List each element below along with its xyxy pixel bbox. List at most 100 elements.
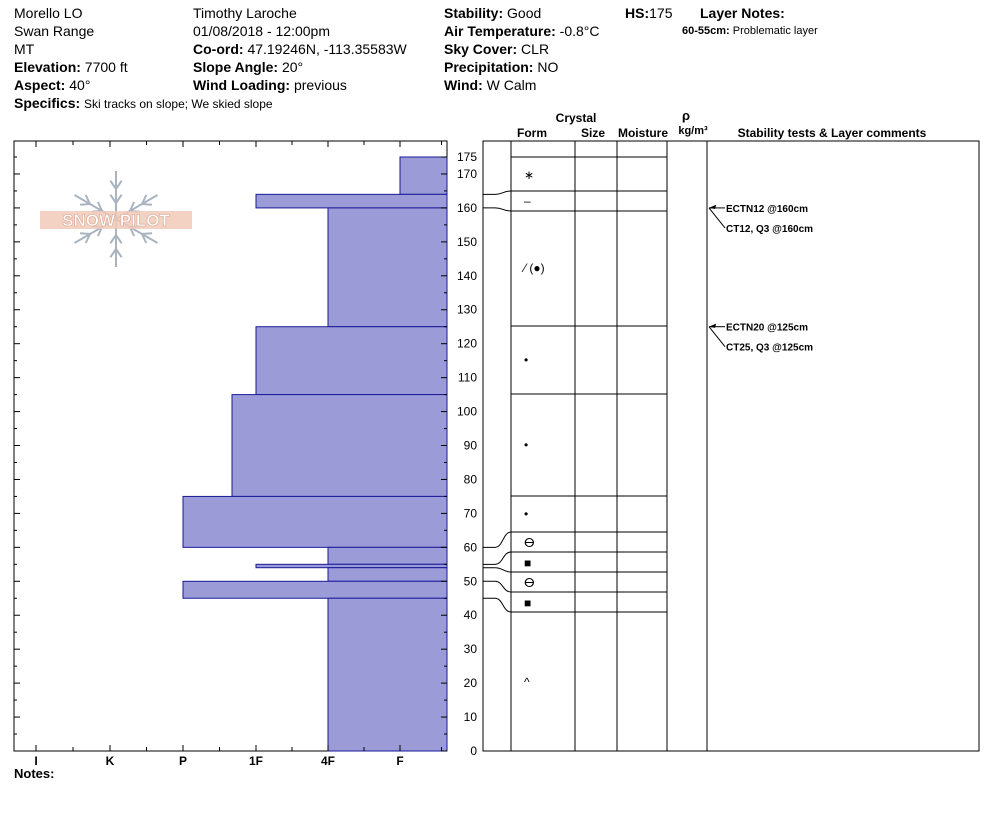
crystal-form-symbol: • [524, 353, 528, 367]
range: Swan Range [14, 23, 95, 39]
crystal-form-symbol: ■ [524, 556, 531, 570]
stability-test-label: CT25, Q3 @125cm [726, 343, 813, 354]
stability-tests: ECTN20 @125cm CT25, Q3 @125cm ECTN12 @160c… [708, 204, 813, 354]
layer-bar [231, 394, 448, 497]
density-symbol-header: ρ [682, 108, 690, 123]
hardness-tick-label: K [106, 754, 115, 768]
size-header: Size [581, 126, 605, 140]
layer-bar [327, 207, 448, 328]
snowflake-branch [109, 248, 117, 258]
elevation-label: Elevation: [14, 59, 81, 75]
depth-tick-label: 60 [464, 540, 478, 554]
grid-border [482, 140, 980, 752]
hardness-tick-label: I [34, 754, 37, 768]
snowflake-branch [115, 180, 123, 190]
wind-label: Wind: [444, 77, 483, 93]
hardness-tick-label: 4F [321, 754, 335, 768]
snowflake-branch [109, 194, 117, 204]
depth-tick-label: 70 [464, 506, 478, 520]
layer-bar [255, 563, 448, 569]
hardness-tick-label: F [396, 754, 403, 768]
grid-connector [483, 580, 512, 593]
layer-bar [182, 495, 448, 548]
elevation: Elevation: 7700 ft [14, 58, 128, 76]
snowflake-branch [84, 194, 91, 205]
layer-note-range: 60-55cm: [682, 25, 730, 37]
stability-header: Stability tests & Layer comments [738, 126, 927, 140]
snowflake-branch [79, 203, 91, 206]
sky-value: CLR [521, 41, 550, 57]
layer-bar [182, 580, 448, 599]
wind-loading-label: Wind Loading: [193, 77, 291, 93]
depth-tick-label: 160 [457, 201, 477, 215]
depth-tick-label: 130 [457, 303, 477, 317]
depth-tick-label: 140 [457, 269, 477, 283]
elevation-value: 7700 ft [84, 59, 128, 75]
grid-connector [483, 190, 512, 195]
wind-value: W Calm [486, 77, 537, 93]
slope-angle: Slope Angle: 20° [193, 58, 303, 76]
sky-label: Sky Cover: [444, 41, 518, 57]
depth-tick-label: 10 [464, 710, 478, 724]
crystal-form-symbol: • [524, 507, 528, 521]
test-pointer [708, 326, 726, 348]
layer-notes-label: Layer Notes: [700, 5, 785, 21]
snowpilot-logo: SNOW PILOT [40, 171, 192, 267]
snowflake-branch [141, 233, 148, 244]
depth-tick-label: 175 [457, 150, 477, 164]
aspect-value: 40° [69, 77, 91, 93]
aspect-label: Aspect: [14, 77, 66, 93]
layer-notes-heading: Layer Notes: [700, 4, 785, 22]
precip-value: NO [537, 59, 559, 75]
state: MT [14, 41, 35, 57]
crystal-header: Crystal [556, 111, 597, 125]
form-header: Form [517, 126, 547, 140]
snowflake-branch [96, 201, 104, 212]
coord-value: 47.19246N, -113.35583W [247, 41, 407, 57]
crystal-form-symbol: ■ [524, 596, 531, 610]
layer-bars [182, 156, 448, 752]
depth-tick-label: 80 [464, 472, 478, 486]
wind-loading: Wind Loading: previous [193, 76, 347, 94]
grid-connector [483, 551, 512, 565]
crystal-form-symbol: ^ [524, 675, 530, 689]
depth-tick-label: 50 [464, 574, 478, 588]
logo-text: SNOW PILOT [62, 211, 170, 230]
depth-tick-label: 110 [458, 371, 477, 385]
depth-tick-label: 150 [457, 235, 477, 249]
depth-tick-label: 30 [464, 642, 478, 656]
snowflake-branch [115, 234, 123, 244]
sky-cover: Sky Cover: CLR [444, 40, 549, 58]
snowflake-branch [109, 234, 117, 244]
snowflake-branch [115, 248, 123, 258]
crystal-form-symbol: ⴱ [524, 576, 535, 590]
precip-label: Precipitation: [444, 59, 534, 75]
crystal-form-symbol: – [524, 194, 531, 208]
logo-banner [40, 211, 192, 229]
moisture-header: Moisture [618, 126, 668, 140]
density-unit-header: kg/m³ [678, 125, 708, 137]
wind: Wind: W Calm [444, 76, 536, 94]
crystal-form-symbol: ∗ [524, 168, 534, 182]
coord-label: Co-ord: [193, 41, 244, 57]
depth-tick-label: 120 [457, 337, 477, 351]
air-temp-label: Air Temperature: [444, 23, 556, 39]
depth-tick-label: 20 [464, 676, 478, 690]
grid-connector [483, 567, 512, 573]
depth-tick-label: 170 [457, 167, 477, 181]
stability-test-label: CT12, Q3 @160cm [726, 224, 813, 235]
test-pointer [708, 207, 726, 229]
stability-label: Stability: [444, 5, 504, 21]
crystal-forms: ∗ – ⁄ (●) • • • ⴱ ■ ⴱ ■ ^ [521, 168, 545, 689]
layer-bar [399, 156, 448, 195]
crystal-form-symbol: ⁄ (●) [521, 261, 545, 275]
hs-value: 175 [649, 5, 673, 21]
layer-bar [327, 546, 448, 565]
snowflake-branch [141, 203, 153, 206]
arrow-icon [709, 323, 716, 328]
layer-bar [255, 193, 448, 209]
precipitation: Precipitation: NO [444, 58, 558, 76]
depth-tick-label: 40 [464, 608, 478, 622]
layer-bar [255, 326, 448, 396]
